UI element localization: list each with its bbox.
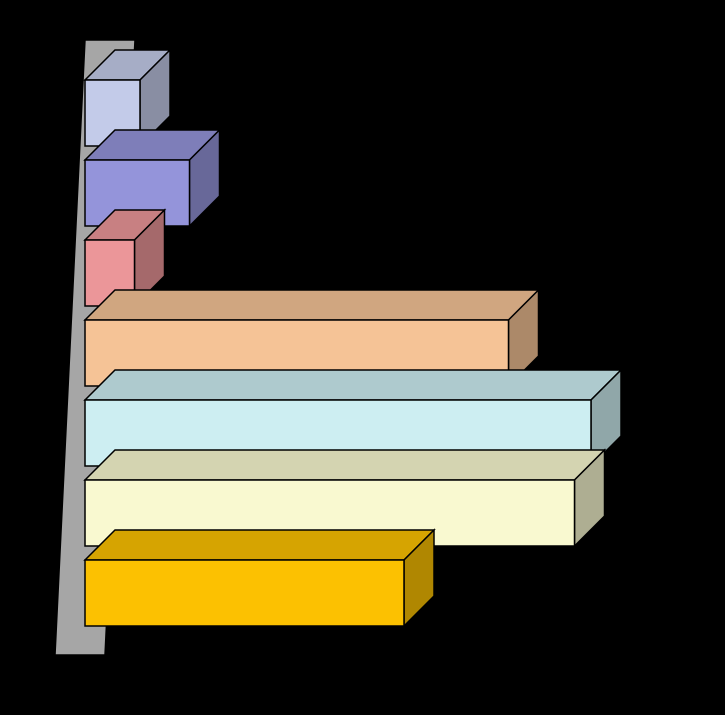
bar-top-face bbox=[85, 370, 621, 400]
bar-top-face bbox=[85, 450, 605, 480]
bar-top-face bbox=[85, 290, 539, 320]
bar-chart-3d bbox=[0, 0, 725, 715]
bar-front-face bbox=[85, 560, 404, 626]
bar-top-face bbox=[85, 530, 434, 560]
bar-g bbox=[85, 530, 434, 626]
